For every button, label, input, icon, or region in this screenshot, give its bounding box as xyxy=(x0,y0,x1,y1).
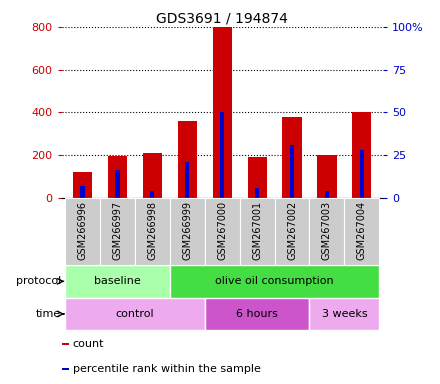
Text: GSM266996: GSM266996 xyxy=(77,201,88,260)
Text: protocol: protocol xyxy=(16,276,61,286)
Bar xyxy=(240,198,275,265)
Text: count: count xyxy=(73,339,104,349)
Text: GSM267002: GSM267002 xyxy=(287,201,297,260)
Bar xyxy=(81,186,84,198)
Bar xyxy=(65,265,170,298)
Bar xyxy=(100,198,135,265)
Bar xyxy=(185,162,189,198)
Bar xyxy=(65,198,100,265)
Title: GDS3691 / 194874: GDS3691 / 194874 xyxy=(156,12,288,26)
Text: control: control xyxy=(116,309,154,319)
Bar xyxy=(360,150,364,198)
Text: GSM267001: GSM267001 xyxy=(252,201,262,260)
Bar xyxy=(205,198,240,265)
Bar xyxy=(282,117,302,198)
Bar xyxy=(317,155,337,198)
Bar xyxy=(309,298,379,330)
Bar xyxy=(73,172,92,198)
Bar xyxy=(220,112,224,198)
Bar xyxy=(62,343,69,345)
Bar xyxy=(115,170,120,198)
Text: 3 weeks: 3 weeks xyxy=(322,309,367,319)
Bar xyxy=(65,298,205,330)
Text: GSM266999: GSM266999 xyxy=(182,201,192,260)
Bar xyxy=(275,198,309,265)
Text: GSM266997: GSM266997 xyxy=(113,201,122,260)
Bar xyxy=(255,187,259,198)
Bar xyxy=(325,191,329,198)
Text: GSM267000: GSM267000 xyxy=(217,201,227,260)
Bar xyxy=(309,198,345,265)
Bar xyxy=(62,368,69,370)
Bar xyxy=(170,198,205,265)
Text: baseline: baseline xyxy=(94,276,141,286)
Bar xyxy=(248,157,267,198)
Text: GSM266998: GSM266998 xyxy=(147,201,158,260)
Text: GSM267003: GSM267003 xyxy=(322,201,332,260)
Text: 6 hours: 6 hours xyxy=(236,309,278,319)
Bar xyxy=(352,112,371,198)
Bar xyxy=(150,191,154,198)
Bar xyxy=(345,198,379,265)
Bar xyxy=(108,156,127,198)
Text: time: time xyxy=(36,309,61,319)
Bar xyxy=(135,198,170,265)
Bar xyxy=(178,121,197,198)
Text: percentile rank within the sample: percentile rank within the sample xyxy=(73,364,260,374)
Bar xyxy=(213,27,232,198)
Bar xyxy=(205,298,309,330)
Text: GSM267004: GSM267004 xyxy=(357,201,367,260)
Text: olive oil consumption: olive oil consumption xyxy=(215,276,334,286)
Bar xyxy=(170,265,379,298)
Bar xyxy=(143,153,162,198)
Bar xyxy=(290,145,294,198)
